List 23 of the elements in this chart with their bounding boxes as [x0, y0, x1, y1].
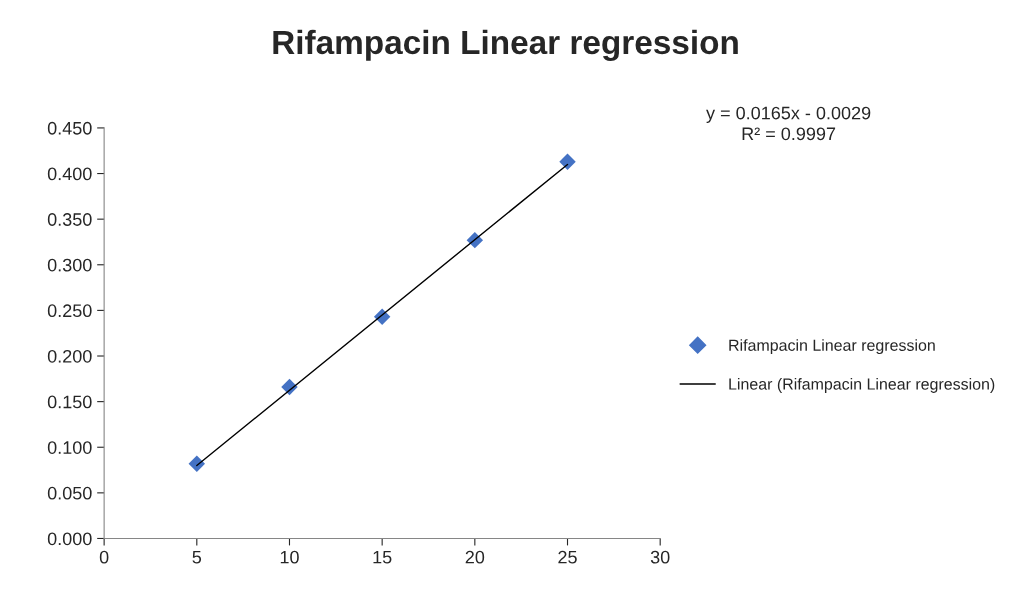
- y-tick-label: 0.150: [47, 395, 92, 409]
- x-tick-label: 10: [280, 550, 299, 564]
- y-tick-label: 0.450: [47, 121, 92, 135]
- legend-label: Rifampacin Linear regression: [729, 339, 935, 355]
- x-tick-label: 15: [373, 550, 392, 564]
- x-tick-label: 25: [558, 550, 577, 564]
- y-tick-label: 0.000: [47, 532, 92, 546]
- y-tick-label: 0.250: [47, 304, 92, 318]
- x-tick-label: 0: [99, 550, 109, 564]
- y-tick-label: 0.400: [47, 167, 92, 181]
- point: [188, 455, 206, 472]
- y-tick-label: 0.050: [47, 486, 92, 500]
- text: y = 0.0165x - 0.0029 R² = 0.9997: [706, 106, 871, 141]
- y-tick-label: 0.100: [47, 441, 92, 454]
- y-tick-label: 0.300: [47, 258, 92, 272]
- x-tick-label: 5: [192, 550, 202, 564]
- x-tick-label: 20: [465, 550, 485, 564]
- y-tick-label: 0.200: [47, 349, 92, 363]
- point: [559, 153, 576, 170]
- x-tick-label: 30: [650, 550, 670, 564]
- chart-title: Rifampacin Linear regression: [273, 29, 738, 61]
- legend-label: Linear (Rifampacin Linear regression): [729, 378, 995, 393]
- y-tick-label: 0.350: [47, 213, 92, 226]
